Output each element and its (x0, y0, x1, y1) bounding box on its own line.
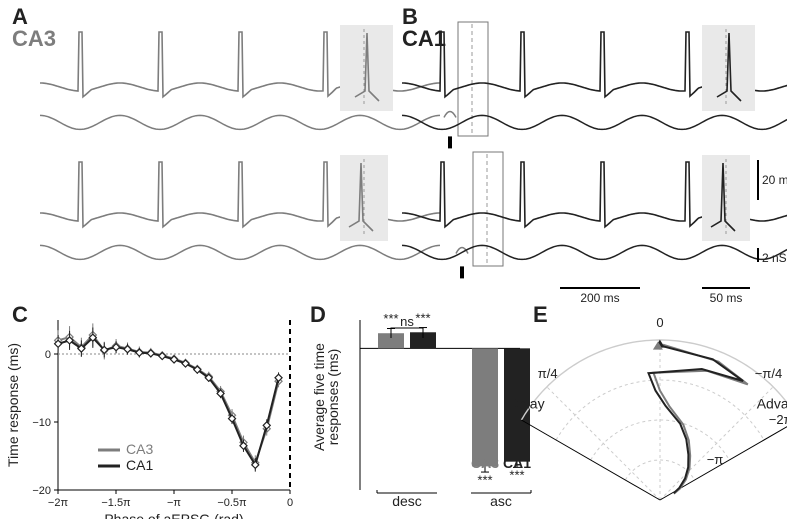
svg-text:π/4: π/4 (538, 366, 558, 381)
svg-text:desc: desc (392, 493, 422, 509)
svg-text:asc: asc (490, 493, 512, 509)
svg-text:−0.5π: −0.5π (217, 497, 247, 509)
svg-text:Advance: Advance (757, 395, 787, 411)
svg-text:CA3: CA3 (126, 441, 153, 457)
svg-text:−2π: −2π (48, 497, 69, 509)
svg-text:0: 0 (45, 349, 51, 361)
svg-text:***: *** (415, 310, 430, 325)
svg-text:CA3: CA3 (471, 455, 499, 471)
svg-text:CA1: CA1 (503, 455, 531, 471)
svg-text:200 ms: 200 ms (580, 291, 619, 305)
svg-text:responses (ms): responses (ms) (325, 349, 341, 445)
svg-text:CA1: CA1 (126, 457, 153, 473)
svg-text:−20: −20 (32, 485, 51, 497)
svg-text:−π: −π (167, 497, 181, 509)
panel-e-label: E (533, 302, 548, 328)
panel-a-region: CA3 (12, 26, 56, 52)
svg-text:***: *** (477, 472, 492, 487)
svg-text:−1.5π: −1.5π (101, 497, 131, 509)
svg-text:0: 0 (656, 315, 663, 330)
panel-c-label: C (12, 302, 28, 328)
svg-text:Phase of aEPSG (rad): Phase of aEPSG (rad) (104, 511, 243, 519)
svg-text:20 mV: 20 mV (762, 173, 787, 187)
svg-text:−π/4: −π/4 (755, 366, 782, 381)
svg-text:***: *** (383, 311, 398, 326)
svg-text:−π: −π (707, 452, 724, 467)
svg-text:2 nS: 2 nS (762, 251, 787, 265)
figure-root: A CA3 B CA1 C D E 20 mV2 nS200 ms50 ms−2… (0, 0, 787, 519)
svg-text:Time response (ms): Time response (ms) (5, 343, 21, 467)
panel-b-region: CA1 (402, 26, 446, 52)
svg-text:−2π: −2π (769, 412, 787, 427)
svg-text:Delay: Delay (509, 395, 545, 411)
svg-text:ns: ns (400, 314, 414, 329)
svg-text:50 ms: 50 ms (710, 291, 743, 305)
panel-d-label: D (310, 302, 326, 328)
svg-text:−10: −10 (32, 417, 51, 429)
figure-svg: 20 mV2 nS200 ms50 ms−2π−1.5π−π−0.5π0−20−… (0, 0, 787, 519)
svg-text:0: 0 (287, 497, 293, 509)
